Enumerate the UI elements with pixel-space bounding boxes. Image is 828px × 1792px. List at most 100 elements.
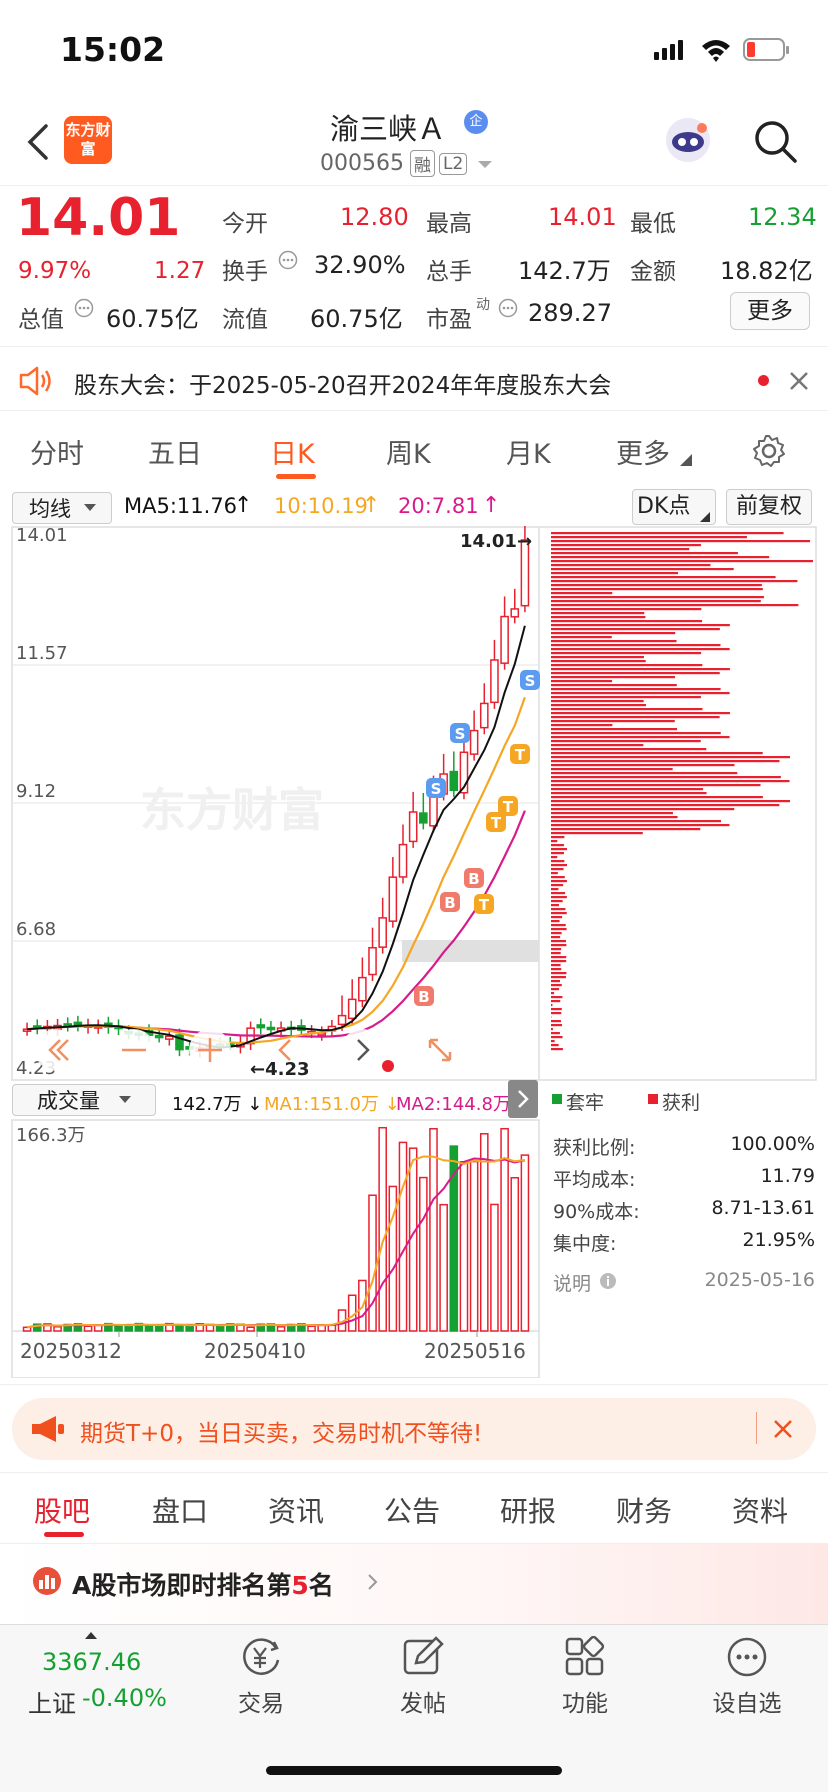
tab-profile[interactable]: 资料 (732, 1495, 789, 1528)
ma-select[interactable]: 均线 (12, 492, 112, 524)
more-button[interactable]: 更多 (730, 292, 810, 330)
tab-finance[interactable]: 财务 (616, 1495, 673, 1528)
signal-marker (450, 723, 470, 743)
jump-left-icon[interactable] (48, 1039, 69, 1061)
chip-bar (551, 692, 730, 695)
chip-bar (551, 972, 567, 975)
info-dots-icon[interactable] (74, 298, 94, 318)
volume-bar (22, 1326, 32, 1332)
volume-bar (429, 1128, 438, 1332)
nav-post[interactable]: 发帖 (400, 1691, 446, 1717)
scroll-left-icon[interactable] (278, 1039, 291, 1061)
stock-code-row[interactable]: 000565 融 L2 (320, 150, 495, 177)
ma20-up-arrow: ↑ (482, 493, 501, 518)
chip-bar (551, 868, 564, 871)
signal-marker (486, 812, 506, 832)
tab-pankou[interactable]: 盘口 (152, 1495, 209, 1528)
ad-divider (756, 1412, 757, 1444)
candle-body (165, 1035, 174, 1040)
chip-bar (551, 788, 704, 791)
tab-announcement[interactable]: 公告 (384, 1495, 441, 1528)
candle-body (22, 1028, 32, 1032)
chip-bar (551, 672, 720, 675)
chip-bar (551, 1000, 561, 1003)
chip-bar (551, 928, 567, 931)
tab-news[interactable]: 资讯 (268, 1495, 325, 1528)
adjust-button[interactable]: 前复权 (726, 489, 812, 525)
tab-daily-k[interactable]: 日K (270, 439, 315, 470)
scroll-right-icon[interactable] (357, 1039, 370, 1061)
notice-text[interactable]: 股东大会：于2025-05-20召开2024年年度股东大会 (74, 373, 612, 399)
robot-assistant-icon[interactable] (662, 114, 714, 166)
chip-bar (551, 940, 566, 943)
signal-marker (510, 744, 530, 764)
legend-profit: 获利 (662, 1092, 701, 1114)
ad-text[interactable]: 期货T+0，当日买卖，交易时机不等待! (80, 1421, 483, 1447)
badge-icon: 企 (464, 110, 488, 134)
chip-bar (551, 792, 707, 795)
chip-bar (551, 952, 561, 955)
tab-research[interactable]: 研报 (500, 1495, 557, 1528)
volume-value: 142.7万 (518, 257, 611, 285)
zoom-in-icon[interactable] (198, 1038, 222, 1062)
corner-triangle-icon (680, 454, 692, 466)
chip-bar (551, 872, 558, 875)
chip-bar (551, 600, 761, 603)
tab-weekly-k[interactable]: 周K (386, 439, 431, 470)
collapse-up-icon[interactable] (84, 1630, 98, 1640)
low-marker: ←4.23 (250, 1059, 310, 1080)
ma10-label: 10:10.19 (274, 494, 368, 518)
functions-grid-icon[interactable] (564, 1636, 606, 1678)
signal-marker (414, 986, 434, 1006)
nav-functions[interactable]: 功能 (562, 1691, 608, 1717)
signal-marker (474, 894, 494, 914)
chip-bar (551, 964, 561, 967)
rank-card[interactable] (0, 1544, 828, 1624)
post-edit-icon[interactable] (400, 1636, 446, 1678)
close-icon[interactable] (788, 370, 810, 392)
dk-point-button[interactable]: DK点 (632, 489, 716, 525)
chip-bar (551, 852, 564, 855)
chip-bar (551, 712, 730, 715)
chip-bar (551, 896, 567, 899)
signal-marker-label: T (491, 814, 502, 832)
volume-select[interactable]: 成交量 (12, 1084, 156, 1116)
signal-marker (498, 796, 518, 816)
back-icon[interactable] (24, 122, 52, 162)
candle-body (337, 1014, 347, 1026)
chip-bar (551, 716, 720, 719)
chip-bar (551, 760, 780, 763)
close-icon[interactable] (772, 1418, 794, 1440)
tab-intraday[interactable]: 分时 (30, 439, 84, 470)
search-icon[interactable] (752, 118, 800, 166)
nav-trade[interactable]: 交易 (238, 1691, 284, 1717)
tab-guba[interactable]: 股吧 (34, 1495, 91, 1528)
candle-body (459, 751, 469, 794)
chip-bar (551, 740, 701, 743)
chip-bar (551, 700, 644, 703)
open-label: 今开 (222, 211, 268, 237)
candle-body (358, 976, 367, 1002)
candle-body (347, 998, 357, 1020)
expand-panel-button[interactable] (508, 1080, 538, 1118)
chip-bar (551, 1012, 562, 1015)
ad-banner[interactable] (12, 1398, 816, 1460)
volume-chart[interactable]: 166.3万 20250312 20250410 20250516 (0, 1118, 540, 1378)
candle-body (175, 1034, 184, 1051)
legend-trapped-swatch (552, 1094, 562, 1104)
explain-row[interactable]: 说明 2025-05-16 (553, 1269, 815, 1295)
info-dots-icon[interactable] (498, 298, 518, 318)
rank-text: A股市场即时排名第5名 (72, 1571, 334, 1600)
chip-bar (551, 828, 701, 831)
tab-monthly-k[interactable]: 月K (506, 439, 551, 470)
nav-add-watchlist[interactable]: 设自选 (712, 1691, 782, 1717)
more-dots-icon[interactable] (726, 1636, 768, 1678)
trade-yen-icon[interactable] (238, 1636, 284, 1678)
index-value[interactable]: 3367.46 (42, 1648, 142, 1676)
fullscreen-icon[interactable] (428, 1038, 452, 1062)
tab-five-day[interactable]: 五日 (148, 439, 202, 470)
settings-gear-icon[interactable] (752, 434, 786, 468)
tab-more[interactable]: 更多 (616, 439, 670, 470)
info-dots-icon[interactable] (278, 250, 298, 270)
